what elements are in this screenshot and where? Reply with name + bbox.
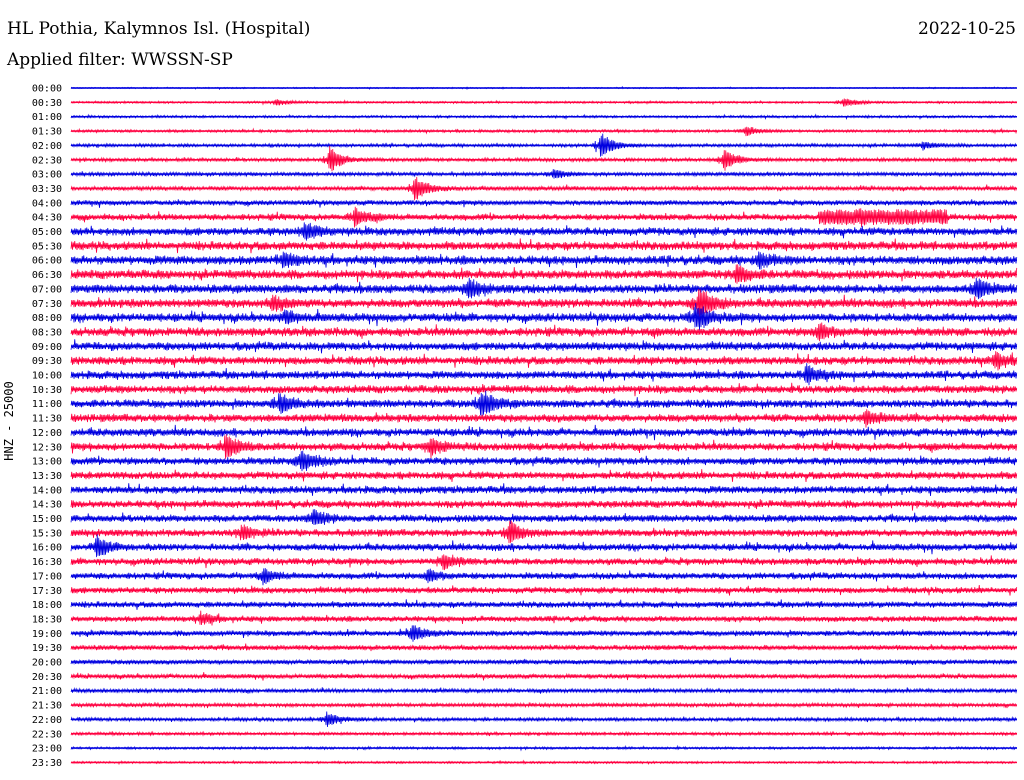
- time-tick-label: 06:30: [32, 270, 62, 281]
- time-tick-label: 08:30: [32, 327, 62, 338]
- time-tick-label: 17:00: [32, 571, 62, 582]
- time-tick-label: 18:00: [32, 600, 62, 611]
- time-tick-label: 07:00: [32, 284, 62, 295]
- time-tick-label: 08:00: [32, 313, 62, 324]
- trace-line-1800: [70, 599, 1018, 610]
- time-tick-label: 16:00: [32, 543, 62, 554]
- time-tick-label: 21:00: [32, 686, 62, 697]
- time-tick-label: 09:30: [32, 356, 62, 367]
- time-tick-label: 21:30: [32, 701, 62, 712]
- time-tick-label: 00:30: [32, 98, 62, 109]
- time-tick-label: 02:30: [32, 155, 62, 166]
- time-tick-label: 23:00: [32, 744, 62, 755]
- time-tick-label: 19:30: [32, 643, 62, 654]
- trace-line-0730: [70, 289, 1018, 321]
- trace-line-1830: [70, 610, 1018, 626]
- time-tick-label: 18:30: [32, 614, 62, 625]
- trace-line-1000: [70, 363, 1018, 386]
- time-tick-label: 05:00: [32, 227, 62, 238]
- time-tick-label: 07:30: [32, 299, 62, 310]
- time-tick-label: 04:30: [32, 213, 62, 224]
- time-tick-label: 19:00: [32, 629, 62, 640]
- time-tick-label: 02:00: [32, 141, 62, 152]
- time-tick-label: 01:00: [32, 112, 62, 123]
- time-tick-label: 16:30: [32, 557, 62, 568]
- trace-line-1130: [70, 409, 1018, 428]
- time-tick-label: 20:30: [32, 672, 62, 683]
- time-tick-label: 03:00: [32, 170, 62, 181]
- time-tick-label: 14:00: [32, 485, 62, 496]
- time-tick-label: 00:00: [32, 84, 62, 95]
- time-tick-label: 10:30: [32, 385, 62, 396]
- trace-line-1700: [70, 568, 1018, 586]
- trace-line-0230: [70, 145, 1018, 172]
- time-tick-label: 10:00: [32, 371, 62, 382]
- time-tick-label: 15:00: [32, 514, 62, 525]
- trace-line-1400: [70, 483, 1018, 496]
- time-tick-label: 12:30: [32, 442, 62, 453]
- time-tick-label: 15:30: [32, 528, 62, 539]
- time-tick-label: 05:30: [32, 241, 62, 252]
- station-title: HL Pothia, Kalymnos Isl. (Hospital): [7, 19, 311, 39]
- trace-line-0630: [70, 264, 1018, 284]
- time-tick-label: 11:30: [32, 414, 62, 425]
- time-tick-label: 11:00: [32, 399, 62, 410]
- trace-line-1530: [70, 520, 1018, 544]
- filter-label: Applied filter: WWSSN-SP: [7, 50, 233, 70]
- trace-line-1600: [70, 534, 1018, 558]
- time-tick-label: 22:00: [32, 715, 62, 726]
- trace-line-1330: [70, 469, 1018, 483]
- trace-line-0800: [70, 302, 1018, 331]
- time-tick-label: 13:30: [32, 471, 62, 482]
- time-tick-label: 22:30: [32, 729, 62, 740]
- time-tick-label: 03:30: [32, 184, 62, 195]
- time-tick-label: 17:30: [32, 586, 62, 597]
- time-tick-label: 04:00: [32, 198, 62, 209]
- time-tick-label: 13:00: [32, 457, 62, 468]
- time-tick-label: 14:30: [32, 500, 62, 511]
- time-tick-label: 09:00: [32, 342, 62, 353]
- time-tick-label: 06:00: [32, 256, 62, 267]
- time-tick-label: 01:30: [32, 127, 62, 138]
- time-tick-label: 20:00: [32, 658, 62, 669]
- date-label: 2022-10-25: [917, 19, 1016, 39]
- time-tick-label: 12:00: [32, 428, 62, 439]
- trace-line-1500: [70, 509, 1018, 526]
- time-tick-label: 23:30: [32, 758, 62, 769]
